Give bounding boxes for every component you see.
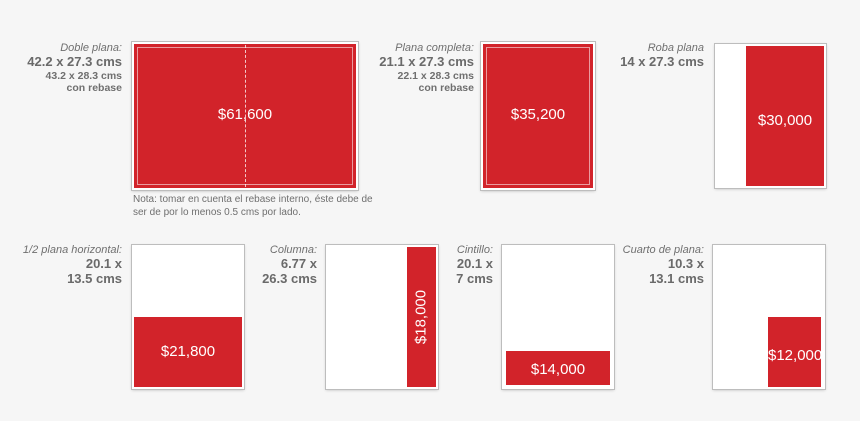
ad-area xyxy=(134,317,242,387)
ad-name: Plana completa: xyxy=(395,42,474,54)
ad-page-cuarto-plana: $12,000 xyxy=(713,245,825,389)
ad-size-rebase: 22.1 x 28.3 cms xyxy=(397,69,474,82)
ad-size: 20.1 x xyxy=(456,255,493,271)
rebase-note: Nota: tomar en cuenta el rebase interno,… xyxy=(133,193,373,219)
ad-price: $12,000 xyxy=(768,347,823,364)
ad-page-doble-plana: $61,600 xyxy=(132,42,358,190)
label-cintillo: Cintillo: 20.1 x 7 cms xyxy=(456,244,493,287)
ad-page-roba-plana: $30,000 xyxy=(715,44,826,188)
ad-price: $30,000 xyxy=(757,112,813,129)
ad-size: 13.1 cms xyxy=(649,270,704,286)
ad-price: $14,000 xyxy=(530,361,586,378)
label-columna: Columna: 6.77 x 26.3 cms xyxy=(262,244,317,287)
ad-name: 1/2 plana horizontal: xyxy=(22,244,122,256)
ad-price: $18,000 xyxy=(412,289,430,345)
label-plana-completa: Plana completa: 21.1 x 27.3 cms 22.1 x 2… xyxy=(379,42,474,94)
label-cuarto-plana: Cuarto de plana: 10.3 x 13.1 cms xyxy=(623,244,704,287)
ad-rebase-note: con rebase xyxy=(418,81,474,94)
ad-area xyxy=(407,247,436,387)
note-line: ser de por lo menos 0.5 cms por lado. xyxy=(133,207,301,218)
fold-line xyxy=(245,45,246,187)
ad-area xyxy=(483,44,593,188)
ad-size: 13.5 cms xyxy=(67,270,122,286)
label-roba-plana: Roba plana 14 x 27.3 cms xyxy=(620,42,704,70)
ad-size: 21.1 x 27.3 cms xyxy=(379,53,474,69)
ad-name: Columna: xyxy=(269,244,317,256)
ad-page-media-plana: $21,800 xyxy=(132,245,244,389)
ad-area xyxy=(746,46,824,186)
ad-price: $61,600 xyxy=(217,106,273,123)
label-doble-plana: Doble plana: 42.2 x 27.3 cms 43.2 x 28.3… xyxy=(27,42,122,94)
ad-area xyxy=(506,351,610,385)
ad-name: Roba plana xyxy=(647,42,704,54)
ad-size: 6.77 x xyxy=(280,255,317,271)
ad-size: 14 x 27.3 cms xyxy=(620,53,704,69)
ad-area xyxy=(768,317,821,387)
ad-page-cintillo: $14,000 xyxy=(502,245,614,389)
ad-size: 7 cms xyxy=(456,270,493,286)
ad-name: Doble plana: xyxy=(60,42,122,54)
ad-size: 10.3 x xyxy=(667,255,704,271)
ad-page-plana-completa: $35,200 xyxy=(481,42,595,190)
ad-rebase-note: con rebase xyxy=(66,81,122,94)
note-line: Nota: tomar en cuenta el rebase interno,… xyxy=(133,194,373,205)
ad-name: Cuarto de plana: xyxy=(622,244,704,256)
ad-page-columna: $18,000 xyxy=(326,245,438,389)
ad-name: Cintillo: xyxy=(456,244,493,256)
ad-size: 20.1 x xyxy=(85,255,122,271)
ad-price: $21,800 xyxy=(160,343,216,360)
ad-size: 42.2 x 27.3 cms xyxy=(27,53,122,69)
ad-size-rebase: 43.2 x 28.3 cms xyxy=(45,69,122,82)
label-media-plana: 1/2 plana horizontal: 20.1 x 13.5 cms xyxy=(23,244,122,287)
bleed-border xyxy=(486,47,590,185)
ad-size: 26.3 cms xyxy=(262,270,317,286)
ad-price: $35,200 xyxy=(510,106,566,123)
